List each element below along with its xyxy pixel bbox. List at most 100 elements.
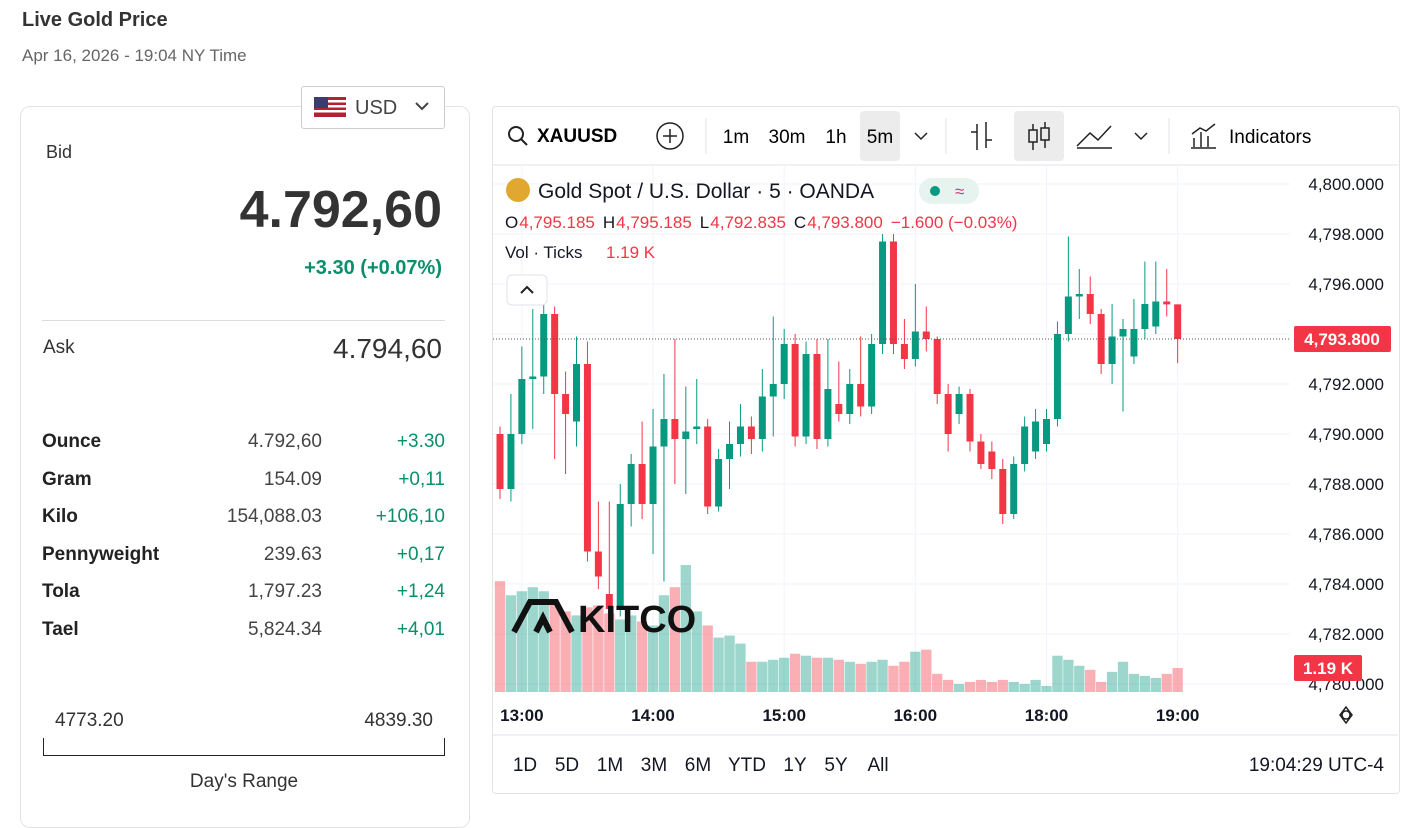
currency-select[interactable]: USD bbox=[301, 86, 445, 129]
legend-value: 4,795.185 bbox=[616, 213, 692, 232]
candle-body bbox=[616, 504, 624, 609]
volume-bar bbox=[636, 621, 648, 692]
clock: 19:04:29 UTC-4 bbox=[1249, 755, 1385, 776]
volume-bar bbox=[691, 611, 702, 692]
x-tick-label: 13:00 bbox=[500, 706, 543, 725]
range-button[interactable]: All bbox=[867, 755, 888, 776]
volume-bar bbox=[1019, 683, 1030, 692]
interval-button[interactable]: 1h bbox=[825, 127, 846, 148]
volume-bar bbox=[877, 659, 888, 692]
range-button[interactable]: YTD bbox=[728, 755, 766, 776]
unit-change: +3.30 bbox=[396, 431, 445, 452]
volume-bar bbox=[549, 603, 560, 692]
range-button[interactable]: 3M bbox=[641, 755, 667, 776]
interval-button[interactable]: 1m bbox=[723, 127, 749, 148]
candle-body bbox=[1119, 329, 1127, 337]
chevron[interactable] bbox=[1134, 132, 1148, 141]
candle-body bbox=[780, 344, 788, 384]
volume-bar bbox=[822, 657, 834, 692]
candle-body bbox=[747, 426, 755, 439]
range-button[interactable]: 1Y bbox=[783, 755, 807, 776]
volume-bar bbox=[516, 591, 528, 692]
candle-body bbox=[1108, 336, 1116, 364]
volume-bar bbox=[1052, 655, 1063, 692]
symbol-logo bbox=[506, 178, 530, 202]
volume-bar bbox=[1095, 681, 1107, 692]
page-title: Live Gold Price bbox=[22, 9, 168, 31]
candle-body bbox=[933, 339, 941, 394]
range-button[interactable]: 1D bbox=[513, 755, 537, 776]
range-button[interactable]: 5Y bbox=[824, 755, 848, 776]
range-bar bbox=[43, 738, 445, 756]
price-tag bbox=[1294, 326, 1391, 352]
y-tick-label: 4,796.000 bbox=[1308, 275, 1384, 294]
candle-body bbox=[944, 394, 952, 434]
volume-value: 1.19 K bbox=[606, 243, 656, 262]
range-button[interactable]: 1M bbox=[597, 755, 623, 776]
status-pill bbox=[919, 178, 979, 204]
interval-button[interactable]: 30m bbox=[769, 127, 806, 148]
area-icon[interactable] bbox=[1076, 125, 1112, 149]
unit-change: +4,01 bbox=[396, 619, 445, 640]
candle-body bbox=[900, 344, 908, 359]
collapse-button[interactable] bbox=[506, 274, 548, 306]
compare-button[interactable] bbox=[656, 122, 684, 150]
unit-name: Kilo bbox=[42, 506, 78, 527]
candle-body bbox=[758, 396, 766, 439]
bars-icon[interactable] bbox=[971, 122, 992, 150]
candle-body bbox=[627, 464, 635, 504]
indicators-button[interactable]: Indicators bbox=[1229, 127, 1311, 148]
x-tick-label: 15:00 bbox=[762, 706, 805, 725]
candle-body bbox=[660, 419, 668, 447]
volume-bar bbox=[768, 659, 779, 692]
bid-label: Bid bbox=[46, 142, 73, 162]
candle-body bbox=[1010, 464, 1018, 514]
candle-body bbox=[1021, 426, 1029, 464]
delayed-icon: ≈ bbox=[955, 182, 964, 201]
volume-bar bbox=[658, 595, 670, 692]
unit-change: +0,11 bbox=[398, 469, 445, 490]
volume-bar bbox=[1106, 671, 1118, 692]
volume-bar bbox=[1030, 679, 1041, 692]
candle-body bbox=[1043, 419, 1050, 444]
ask-price: 4.794,60 bbox=[333, 333, 442, 364]
unit-price: 154.09 bbox=[263, 469, 322, 490]
indicators-icon[interactable] bbox=[1191, 123, 1216, 149]
search-icon[interactable] bbox=[508, 126, 524, 142]
unit-name: Tola bbox=[42, 581, 80, 602]
legend-value: 4,792.835 bbox=[710, 213, 786, 232]
symbol[interactable]: XAUUSD bbox=[537, 126, 617, 147]
candle-body bbox=[693, 426, 701, 429]
y-tick-label: 4,798.000 bbox=[1308, 225, 1384, 244]
chevron[interactable] bbox=[914, 132, 928, 141]
volume-bar bbox=[942, 679, 954, 692]
volume-bar bbox=[582, 607, 593, 692]
range-button[interactable]: 5D bbox=[555, 755, 579, 776]
x-tick-label: 16:00 bbox=[894, 706, 937, 725]
x-tick-label: 18:00 bbox=[1025, 706, 1068, 725]
range-high: 4839.30 bbox=[364, 710, 433, 731]
settings-icon[interactable] bbox=[1339, 705, 1353, 725]
volume-bar bbox=[702, 625, 713, 692]
volume-bar bbox=[746, 661, 757, 692]
unit-change: +0,17 bbox=[396, 544, 445, 565]
candle-body bbox=[1053, 334, 1061, 419]
volume-bar bbox=[1161, 673, 1172, 692]
unit-price: 239.63 bbox=[263, 544, 322, 565]
volume-bar bbox=[615, 619, 626, 692]
chart: XAUUSD 1m 30m 1h 5m Indicators 4,780.000… bbox=[492, 111, 1398, 776]
volume-bar bbox=[975, 679, 987, 692]
volume-bar bbox=[811, 657, 823, 692]
candle-body bbox=[857, 384, 865, 407]
candle-body bbox=[1086, 294, 1094, 314]
legend-value: 4,795.185 bbox=[519, 213, 595, 232]
range-button[interactable]: 6M bbox=[685, 755, 711, 776]
interval-button[interactable]: 5m bbox=[867, 127, 893, 148]
volume-bar bbox=[888, 665, 899, 692]
volume-bar bbox=[538, 591, 549, 692]
volume-bar bbox=[1063, 659, 1074, 692]
volume-bar bbox=[1128, 673, 1140, 692]
candle-body bbox=[911, 331, 919, 359]
candle-body bbox=[704, 426, 712, 507]
y-tick-label: 4,788.000 bbox=[1308, 475, 1384, 494]
